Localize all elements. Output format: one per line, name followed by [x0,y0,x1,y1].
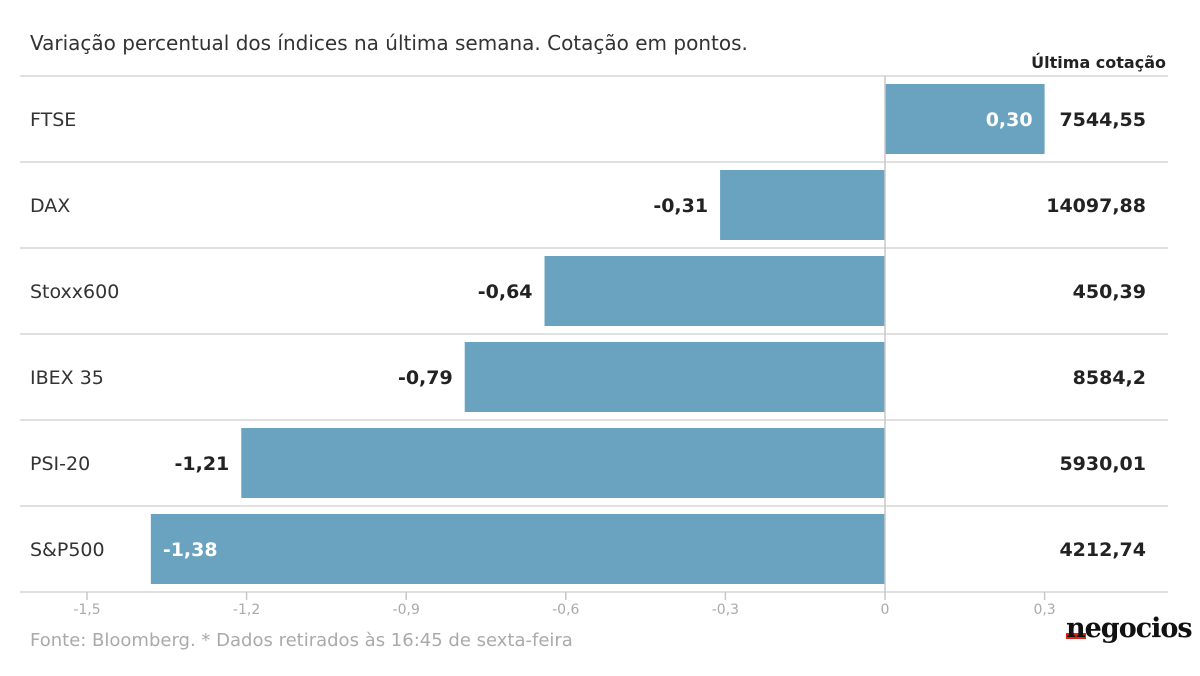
bar [885,84,1045,154]
brand-name: negocios [1066,613,1192,644]
tick-label: 0 [881,602,890,618]
chart-subtitle: Variação percentual dos índices na últim… [30,31,748,55]
tick-label: -0,9 [393,602,420,618]
value-label: -0,31 [653,195,708,217]
tick-label: 0,3 [1033,602,1055,618]
bars: 0,30 -0,31 -0,64 -0,79 -1,21 -1,38 [150,84,1045,584]
category-label: S&P500 [30,539,105,561]
last-quote-value: 14097,88 [1046,195,1146,217]
value-label: -1,21 [175,453,230,475]
category-label: FTSE [30,109,76,131]
value-label: -0,79 [398,367,453,389]
brand-logo: negocios [1066,613,1193,644]
value-label: -0,64 [478,281,533,303]
brand-red-mark [1066,633,1086,639]
bar [150,514,886,584]
category-label: PSI-20 [30,453,90,475]
bar [464,342,885,412]
tick-label: -1,2 [233,602,260,618]
last-quote-value: 4212,74 [1059,539,1146,561]
tick-label: -0,6 [552,602,579,618]
tick-label: -1,5 [73,602,100,618]
bar [544,256,885,326]
tick-label: -0,3 [712,602,739,618]
source-note: Fonte: Bloomberg. * Dados retirados às 1… [30,630,573,651]
rows: FTSE 7544,55 DAX 14097,88 Stoxx600 450,39 IBEX… [20,75,1168,593]
x-axis-ticks: -1,5 -1,2 -0,9 -0,6 -0,3 0 0,3 [73,592,1056,618]
value-label: 0,30 [986,109,1033,131]
bar [241,428,885,498]
value-label: -1,38 [163,539,218,561]
category-label: Stoxx600 [30,281,119,303]
last-quote-value: 5930,01 [1059,453,1146,475]
category-label: DAX [30,195,70,217]
last-quote-value: 450,39 [1073,281,1146,303]
last-quote-value: 8584,2 [1073,367,1146,389]
bar [720,170,885,240]
last-quote-value: 7544,55 [1059,109,1146,131]
category-label: IBEX 35 [30,367,104,389]
last-quote-header: Última cotação [1031,53,1166,72]
